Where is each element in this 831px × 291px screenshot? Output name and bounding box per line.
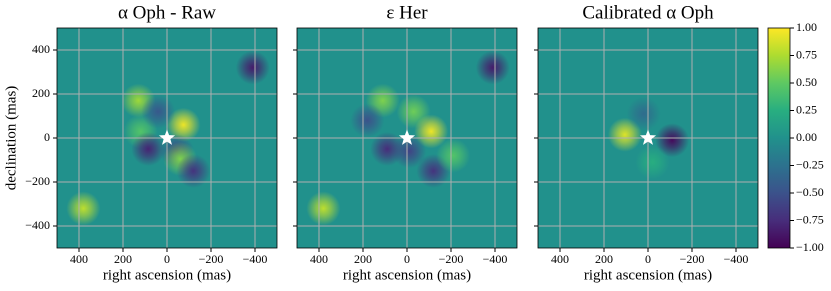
x-tick-label: 0	[645, 252, 651, 266]
colorbar-tick-label: −1.00	[796, 240, 824, 254]
heatmap-blob	[436, 138, 471, 173]
heatmap-blob	[475, 50, 510, 85]
x-tick-label: −400	[243, 252, 268, 266]
plot-frame	[537, 27, 759, 249]
x-axis-label: right ascension (mas)	[103, 267, 231, 283]
heatmap-blob	[392, 134, 427, 169]
x-tick-label: −200	[199, 252, 224, 266]
heatmap-blob	[655, 123, 690, 158]
x-tick-label: −200	[680, 252, 705, 266]
plot-frame	[56, 27, 278, 249]
x-axis-label: right ascension (mas)	[584, 267, 712, 283]
x-tick-label: 400	[70, 252, 88, 266]
colorbar-tick-label: 0.25	[796, 102, 817, 116]
colorbar-tick-label: −0.25	[796, 157, 824, 171]
panel-title: Calibrated α Oph	[582, 2, 714, 23]
x-tick-label: 200	[114, 252, 132, 266]
panel-title: α Oph - Raw	[118, 2, 216, 23]
heatmap-blob	[131, 132, 166, 166]
y-tick-label: −400	[25, 218, 50, 232]
colorbar-tick-label: −0.75	[796, 212, 824, 226]
x-tick-label: 0	[404, 252, 410, 266]
star-marker	[398, 129, 416, 145]
colorbar-tick-label: 0.50	[796, 75, 817, 89]
heatmap-blob	[141, 94, 176, 129]
y-tick-label: −200	[25, 174, 50, 188]
heatmap-blob	[235, 50, 270, 85]
heatmap-blob	[176, 154, 211, 188]
heatmap-blob	[626, 96, 661, 131]
y-axis-label: declination (mas)	[3, 86, 19, 191]
colorbar-tick-label: −0.50	[796, 185, 824, 199]
plot-frame	[296, 27, 518, 249]
colorbar-tick-label: 0.75	[796, 47, 817, 61]
heatmap-field	[607, 96, 690, 180]
x-tick-label: −400	[724, 252, 749, 266]
heatmap-blob	[414, 114, 449, 149]
x-axis-label: right ascension (mas)	[343, 267, 471, 283]
x-tick-label: 200	[354, 252, 372, 266]
heatmap-blob	[306, 191, 341, 226]
x-tick-label: 400	[551, 252, 569, 266]
y-tick-label: 400	[32, 42, 50, 56]
heatmap-blob	[635, 145, 670, 180]
colorbar-tick-label: 0.00	[796, 130, 817, 144]
heatmap-field	[306, 50, 510, 226]
star-marker	[158, 129, 176, 145]
panel-title: ε Her	[386, 2, 428, 23]
heatmap-blob	[66, 191, 101, 226]
colorbar	[767, 27, 791, 249]
colorbar-tick-label: 1.00	[796, 20, 817, 34]
heatmap-blob	[350, 103, 385, 138]
x-tick-label: 0	[164, 252, 170, 266]
star-marker	[639, 129, 657, 145]
y-tick-label: 0	[44, 130, 50, 144]
x-tick-label: 400	[310, 252, 328, 266]
heatmap-field	[66, 50, 270, 226]
x-tick-label: −400	[483, 252, 508, 266]
x-tick-label: 200	[595, 252, 613, 266]
heatmap-blob	[166, 107, 201, 142]
y-tick-label: 200	[32, 86, 50, 100]
x-tick-label: −200	[439, 252, 464, 266]
